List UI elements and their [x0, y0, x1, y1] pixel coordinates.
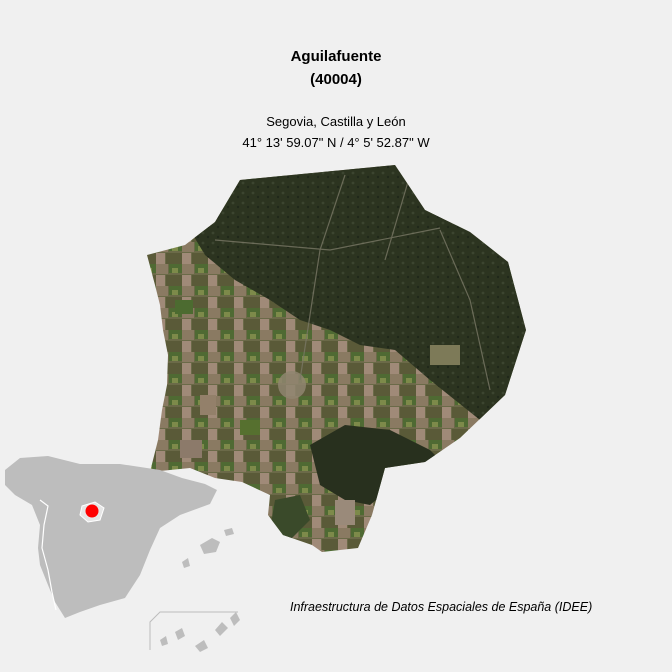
canary-islands-frame — [149, 611, 238, 650]
region-label: Segovia, Castilla y León — [266, 114, 406, 129]
spain-inset-map — [5, 456, 240, 652]
data-source-credit: Infraestructura de Datos Espaciales de E… — [290, 600, 593, 614]
mallorca-island — [200, 538, 220, 554]
canary-islands — [160, 612, 240, 652]
ibiza-island — [182, 558, 190, 568]
iberian-peninsula-shape — [5, 456, 217, 618]
map-title: Aguilafuente — [290, 48, 382, 65]
coordinates-label: 41° 13' 59.07" N / 4° 5' 52.87" W — [242, 135, 430, 150]
municipality-code: (40004) — [310, 71, 362, 88]
menorca-island — [224, 528, 234, 536]
portugal-boundary — [39, 499, 57, 611]
location-marker — [85, 504, 99, 518]
